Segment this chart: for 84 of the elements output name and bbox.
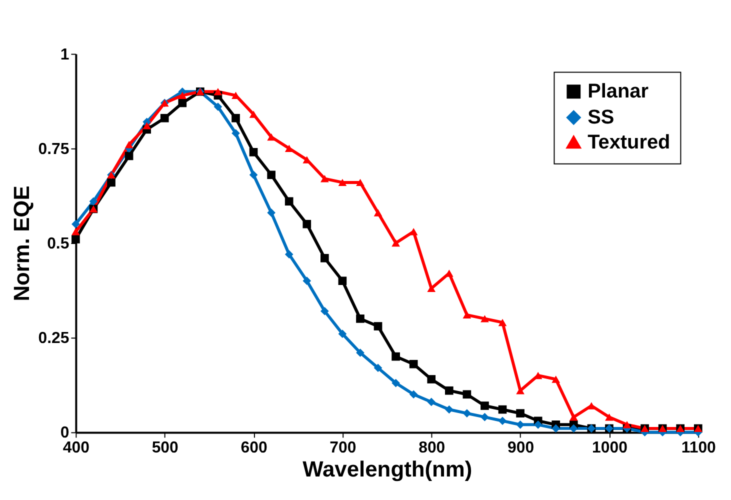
point (427, 284, 436, 292)
y-tick-label: 0.25 (38, 330, 70, 348)
point (302, 220, 312, 228)
point (622, 421, 632, 428)
point (89, 197, 98, 206)
point (267, 133, 276, 141)
x-tick-label: 500 (152, 440, 179, 457)
point (534, 420, 542, 429)
point (338, 330, 347, 338)
x-tick-label: 600 (240, 440, 268, 457)
legend-label: Textured (588, 131, 670, 154)
point (552, 424, 560, 433)
y-tick-label: 1 (60, 46, 70, 64)
point (320, 175, 329, 182)
point (249, 170, 258, 180)
point (498, 318, 507, 326)
legend-label: SS (588, 106, 614, 128)
point (552, 376, 560, 383)
point (302, 276, 312, 286)
point (480, 412, 489, 422)
point (178, 98, 187, 108)
point (72, 235, 80, 244)
point (409, 390, 418, 399)
point (392, 239, 400, 247)
point (124, 140, 134, 148)
point (392, 352, 400, 361)
x-axis-title: Wavelength(nm) (302, 456, 472, 482)
x-tick-label: 800 (418, 440, 446, 457)
point (124, 152, 134, 160)
point (356, 178, 364, 186)
point (267, 170, 276, 180)
point (516, 420, 524, 429)
point (338, 276, 347, 286)
point (320, 306, 329, 316)
point (409, 228, 418, 236)
y-tick-label: 0.75 (38, 140, 70, 158)
point (480, 402, 489, 410)
point (444, 386, 454, 395)
point (356, 348, 364, 357)
point (72, 228, 80, 236)
point (232, 114, 240, 122)
point (267, 208, 276, 217)
x-tick-label: 900 (508, 440, 534, 457)
point (462, 311, 472, 319)
x-tick-label: 700 (330, 440, 356, 457)
point (427, 398, 436, 406)
point (142, 122, 151, 130)
point (462, 409, 472, 418)
point (516, 409, 524, 418)
point (374, 209, 382, 216)
point (214, 102, 222, 111)
point (569, 413, 578, 421)
y-tick-label: 0 (60, 424, 70, 442)
point (498, 405, 507, 414)
x-tick-label: 1000 (592, 440, 628, 457)
point (374, 322, 382, 330)
point (605, 413, 614, 421)
x-tick-label: 400 (62, 440, 90, 457)
point (72, 220, 80, 228)
point (160, 114, 169, 122)
legend-label: Planar (588, 80, 649, 103)
point (427, 375, 436, 384)
point (409, 360, 418, 368)
x-tick-label: 1100 (681, 440, 716, 457)
point (107, 178, 116, 187)
point (462, 390, 472, 399)
point (284, 250, 294, 259)
point (444, 405, 454, 414)
point (338, 178, 347, 186)
point (320, 254, 329, 262)
point (480, 315, 489, 322)
y-axis-title: Norm. EQE (9, 186, 34, 302)
point (392, 378, 400, 388)
point (498, 416, 507, 426)
point (569, 424, 578, 433)
point (249, 110, 258, 118)
point (214, 88, 222, 96)
point (356, 314, 364, 323)
point (284, 197, 294, 206)
point (249, 148, 258, 156)
point (374, 364, 382, 372)
point (232, 129, 240, 138)
y-tick-label: 0.5 (47, 235, 70, 252)
point (178, 92, 187, 100)
